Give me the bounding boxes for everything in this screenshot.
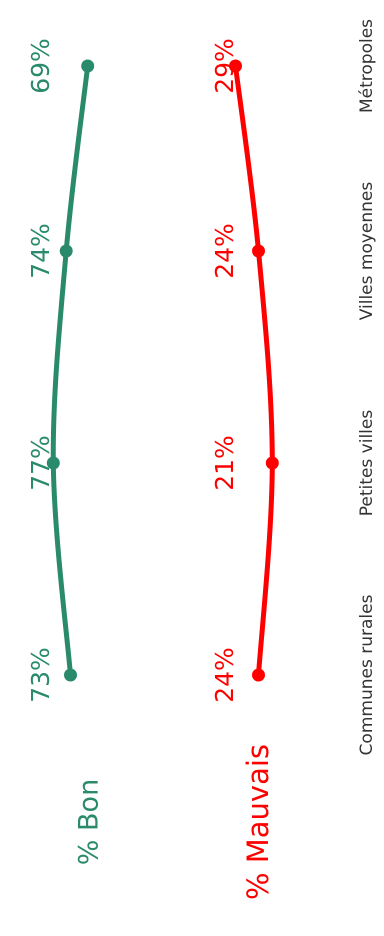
data-label: 24%: [210, 647, 239, 703]
data-point: [252, 668, 265, 682]
data-label: 74%: [26, 223, 55, 279]
data-point: [252, 244, 265, 258]
category-labels: Communes rurales Petites villes Villes moy…: [357, 19, 377, 756]
data-point: [46, 456, 60, 470]
data-label: 69%: [26, 38, 55, 94]
data-label: 29%: [210, 38, 239, 94]
data-point: [229, 59, 242, 73]
data-point: [81, 59, 95, 73]
category-label: Métropoles: [357, 19, 377, 113]
category-label: Villes moyennes: [357, 182, 377, 321]
series-line-mauvais: [233, 63, 275, 678]
data-point: [265, 456, 279, 470]
series-name: % Bon: [74, 779, 105, 865]
category-label: Petites villes: [357, 410, 377, 517]
data-label: 73%: [26, 647, 55, 703]
series-names: % Bon % Mauvais: [74, 744, 276, 900]
data-label: 77%: [26, 435, 55, 491]
data-label: 24%: [210, 223, 239, 279]
category-label: Communes rurales: [357, 594, 377, 755]
series-name: % Mauvais: [241, 744, 275, 900]
series-layer: 73% 77% 74% 69% 24% 21% 24% 29%: [26, 38, 279, 703]
data-point: [59, 244, 73, 258]
series-line-bon: [50, 63, 91, 678]
data-label: 21%: [210, 435, 239, 491]
data-point: [64, 668, 77, 682]
